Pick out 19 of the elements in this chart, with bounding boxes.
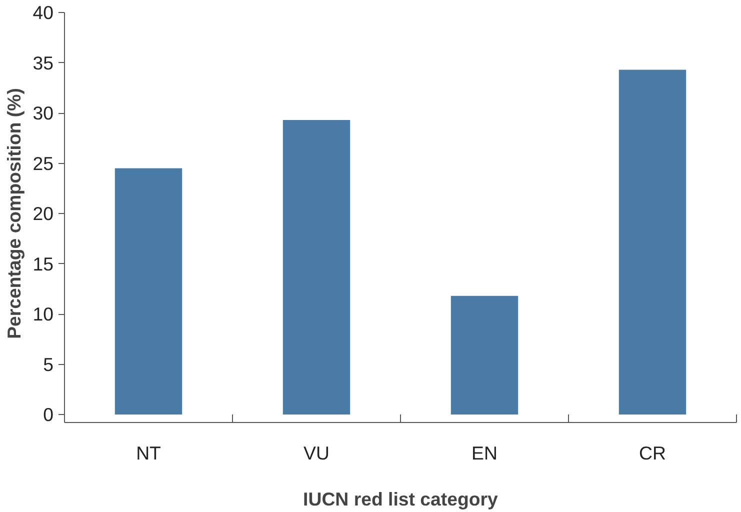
y-axis-title: Percentage composition (%) <box>4 88 25 339</box>
y-tick-label: 30 <box>32 102 54 124</box>
bar <box>450 296 518 414</box>
x-axis-title: IUCN red list category <box>303 488 499 510</box>
bar <box>282 120 350 414</box>
x-tick-label: VU <box>304 442 330 464</box>
bar <box>618 70 686 414</box>
x-tick-label: NT <box>136 442 161 464</box>
y-tick-label: 20 <box>32 203 54 224</box>
bar <box>114 168 182 414</box>
y-tick-label: 10 <box>32 304 54 324</box>
x-tick-label: EN <box>472 442 498 464</box>
y-tick-label: 0 <box>43 404 54 425</box>
y-tick-label: 15 <box>32 253 54 274</box>
y-tick-label: 25 <box>32 152 54 174</box>
y-tick-label: 35 <box>32 52 54 74</box>
y-tick-label: 5 <box>43 354 54 375</box>
x-tick-label: CR <box>639 442 666 464</box>
y-tick-label: 40 <box>32 2 54 23</box>
